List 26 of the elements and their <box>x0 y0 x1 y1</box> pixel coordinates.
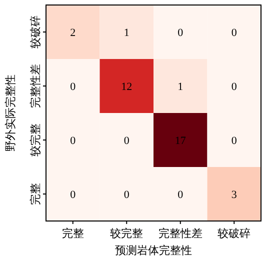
data-label: 0 <box>231 27 238 39</box>
data-label: 3 <box>231 189 238 201</box>
y-tick-label: 完整性差 <box>29 64 42 108</box>
x-tick-label: 完整 <box>62 227 84 240</box>
y-tick-label: 较完整 <box>29 124 42 156</box>
y-axis-title: 野外实际完整性 <box>4 74 17 152</box>
data-label: 0 <box>231 81 238 93</box>
data-label: 12 <box>121 81 132 93</box>
data-label: 0 <box>70 189 76 201</box>
data-label: 17 <box>174 135 186 147</box>
y-tick-label: 完整 <box>29 183 42 205</box>
data-label: 0 <box>178 189 184 201</box>
x-axis-title: 预测岩体完整性 <box>115 244 192 257</box>
data-label: 0 <box>70 81 76 93</box>
x-tick-label: 较完整 <box>110 227 144 240</box>
y-tick-label: 较破碎 <box>29 16 42 48</box>
data-label: 1 <box>178 81 184 93</box>
data-label: 0 <box>124 135 130 147</box>
x-tick-label: 完整性差 <box>158 227 202 240</box>
data-label: 2 <box>70 27 76 39</box>
data-label: 0 <box>178 27 184 39</box>
data-label: 0 <box>70 135 76 147</box>
data-label: 1 <box>124 27 130 39</box>
x-tick-label: 较破碎 <box>218 227 251 240</box>
data-label: 0 <box>124 189 130 201</box>
data-label: 0 <box>231 135 238 147</box>
